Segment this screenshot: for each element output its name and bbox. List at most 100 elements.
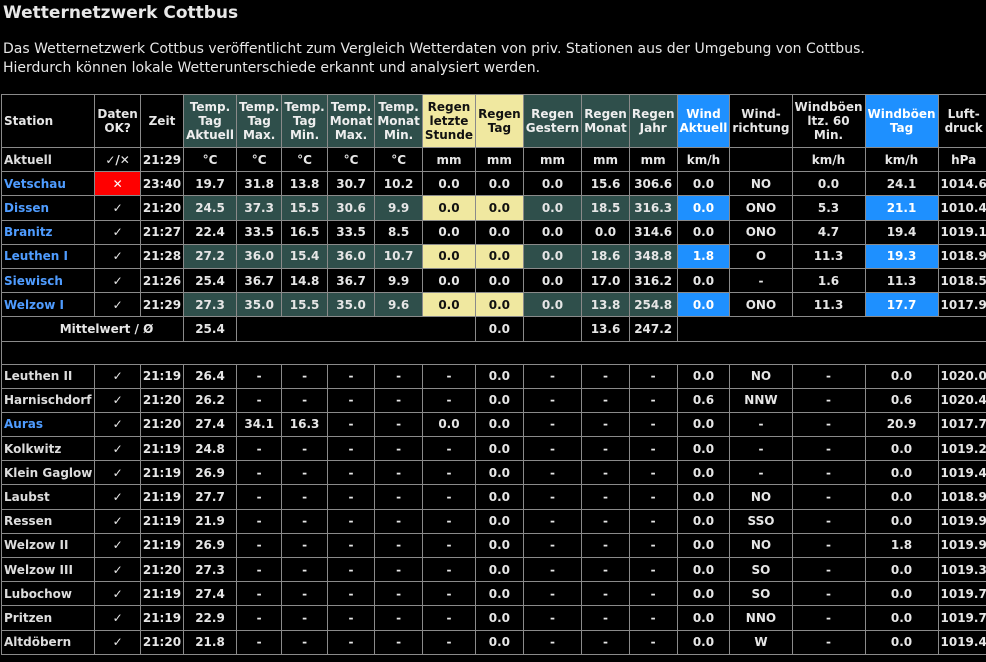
table-row: Siewisch ✓ 21:26 25.4 36.7 14.8 36.7 9.9 0.0 0.0 0…	[0, 267, 986, 294]
table-cell: -	[421, 629, 477, 655]
table-cell: 18.6	[581, 243, 630, 269]
data-ok-status: ✓	[94, 243, 141, 269]
table-cell: -	[281, 629, 328, 655]
table-cell: 1019.4	[937, 629, 986, 655]
table-cell: 21:19	[139, 532, 185, 559]
table-cell: -	[791, 508, 866, 534]
weather-table: Station Daten OK? Zeit Temp. Tag Aktuell Tem…	[0, 94, 986, 655]
table-cell: -	[326, 605, 376, 631]
table-cell: -	[729, 411, 793, 438]
table-cell: -	[628, 532, 678, 559]
table-cell: -	[374, 605, 423, 631]
table-cell: -	[281, 387, 328, 413]
data-ok-status: ✓	[94, 460, 141, 486]
table-cell: -	[326, 363, 376, 389]
table-cell: 0.0	[522, 292, 583, 318]
table-cell: -	[791, 605, 866, 631]
station-link[interactable]: Welzow I	[0, 292, 96, 318]
table-cell: 13.8	[581, 292, 630, 318]
table-cell: 0.0	[475, 171, 524, 197]
table-cell: -	[791, 460, 866, 486]
unit-cell: °C	[235, 146, 283, 173]
table-cell: -	[281, 363, 328, 389]
table-cell: -	[326, 532, 376, 559]
table-row: Kolkwitz ✓ 21:19 24.8- - - - -0.0- - -0.0- -0.0 101…	[0, 436, 986, 462]
station-link[interactable]: Siewisch	[0, 267, 96, 294]
table-cell: 0.0	[421, 219, 477, 245]
table-cell: 0.0	[421, 292, 477, 318]
table-cell: 316.2	[628, 267, 678, 294]
table-cell: -	[581, 629, 630, 655]
table-cell: -	[374, 556, 423, 583]
table-cell: NO	[729, 363, 793, 389]
table-cell: -	[522, 484, 583, 510]
table-cell: -	[522, 363, 583, 389]
unit-cell: °C	[281, 146, 328, 173]
table-cell: 9.9	[374, 267, 423, 294]
table-cell: -	[421, 532, 477, 559]
table-row: Leuthen II ✓ 21:19 26.4- - - - -0.0- - -0.0 NO -0.0…	[0, 363, 986, 389]
table-cell: 19.7	[183, 171, 237, 197]
table-cell: 0.0	[475, 605, 524, 631]
table-cell: -	[522, 436, 583, 462]
table-cell: 0.0	[475, 219, 524, 245]
table-cell: 35.0	[235, 292, 283, 318]
table-cell: 0.0	[475, 484, 524, 510]
table-cell: -	[522, 508, 583, 534]
table-cell: 0.0	[475, 532, 524, 559]
station-link[interactable]: Leuthen I	[0, 243, 96, 269]
column-header: Windböen Tag	[864, 94, 939, 148]
station-link[interactable]: Vetschau	[0, 171, 96, 197]
table-cell: 0.0	[475, 581, 524, 607]
table-cell: -	[729, 436, 793, 462]
table-cell: 1019.3	[937, 556, 986, 583]
table-cell: -	[729, 267, 793, 294]
station-link: Welzow III	[0, 556, 96, 583]
column-header: Regen Tag	[475, 94, 524, 148]
column-header: Temp. Tag Min.	[281, 94, 328, 148]
table-cell: -	[374, 484, 423, 510]
column-header: Daten OK?	[94, 94, 141, 148]
table-cell: 0.0	[475, 411, 524, 438]
table-cell: 348.8	[628, 243, 678, 269]
table-cell: -	[522, 411, 583, 438]
table-cell: 17.0	[581, 267, 630, 294]
table-cell: 24.8	[183, 436, 237, 462]
table-cell: -	[791, 411, 866, 438]
table-cell: -	[628, 363, 678, 389]
table-cell: -	[581, 556, 630, 583]
table-cell: 1019.1	[937, 219, 986, 245]
table-cell: 21.8	[183, 629, 237, 655]
table-cell: 0.0	[864, 508, 939, 534]
data-ok-status: ✓	[94, 436, 141, 462]
table-cell: 0.0	[864, 363, 939, 389]
table-cell: 15.5	[281, 195, 328, 221]
table-cell: -	[628, 581, 678, 607]
table-cell: -	[581, 436, 630, 462]
table-cell: -	[326, 508, 376, 534]
unit-cell: km/h	[864, 146, 939, 173]
station-link[interactable]: Auras	[0, 411, 96, 438]
station-link[interactable]: Dissen	[0, 195, 96, 221]
table-cell: -	[235, 363, 283, 389]
table-cell: 21:26	[139, 267, 185, 294]
table-cell: -	[235, 629, 283, 655]
table-cell: 25.4	[183, 316, 237, 342]
table-cell: 21:20	[139, 387, 185, 413]
data-ok-status: ✓	[94, 411, 141, 438]
table-cell: 0.0	[421, 243, 477, 269]
table-cell: 1.8	[676, 243, 731, 269]
table-cell: -	[522, 460, 583, 486]
station-link[interactable]: Branitz	[0, 219, 96, 245]
table-cell: 21:20	[139, 411, 185, 438]
table-cell: -	[421, 581, 477, 607]
table-cell: 0.0	[676, 605, 731, 631]
table-cell: 0.0	[475, 387, 524, 413]
table-cell: 0.0	[421, 195, 477, 221]
table-cell: -	[374, 436, 423, 462]
table-cell: 0.6	[676, 387, 731, 413]
table-cell: 23:40	[139, 171, 185, 197]
table-cell: -	[628, 460, 678, 486]
table-cell	[522, 316, 583, 342]
table-cell: 0.0	[475, 316, 524, 342]
